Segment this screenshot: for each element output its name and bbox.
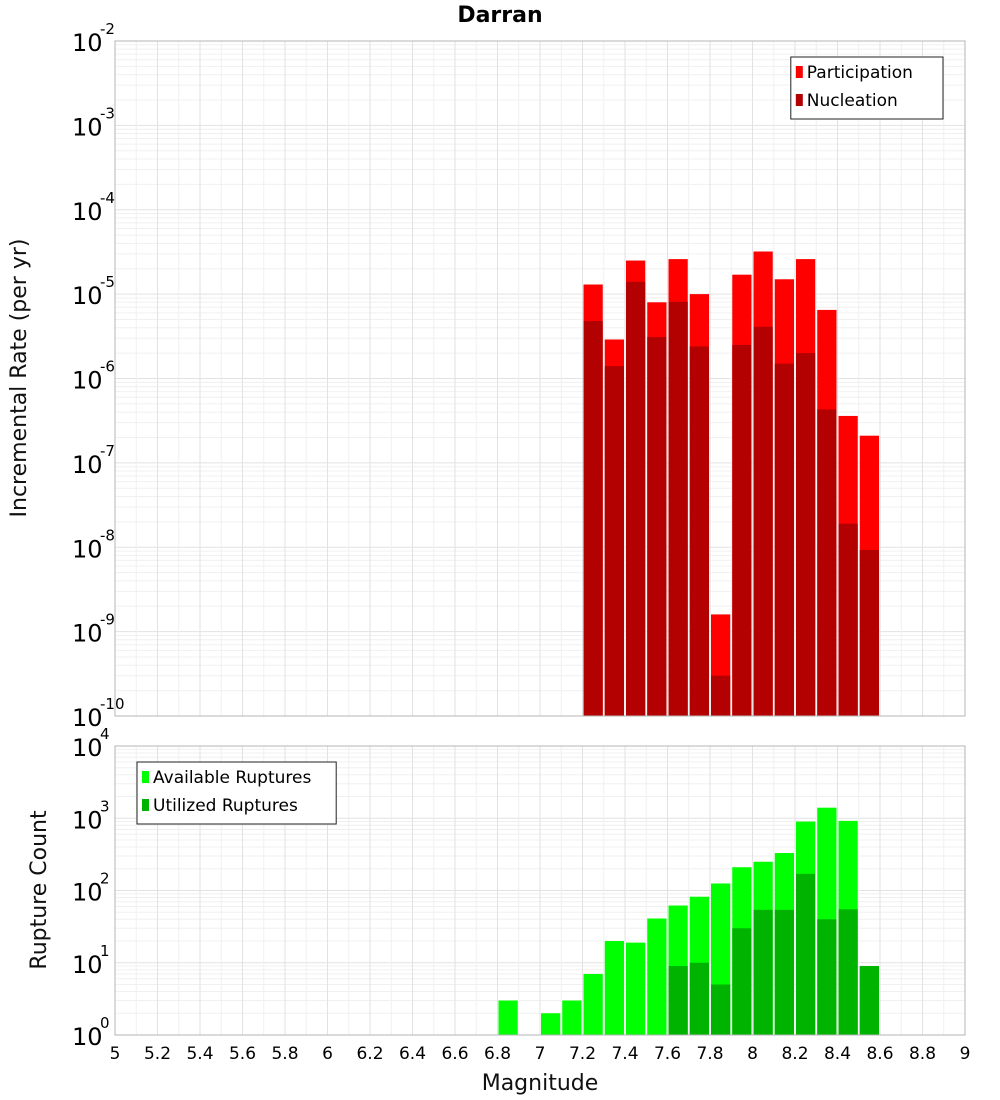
bottom-bar-utilized-ruptures — [732, 928, 752, 1035]
bottom-y-axis-label: Rupture Count — [27, 810, 52, 970]
top-plot-area: 10-210-310-410-510-610-710-810-910-10Par… — [72, 20, 966, 732]
bottom-bar-available-ruptures — [498, 1000, 518, 1035]
bottom-y-tick-label: 10 — [72, 951, 103, 979]
top-bar-nucleation — [647, 337, 667, 716]
bottom-legend-swatch — [142, 771, 149, 783]
bottom-frame — [114, 745, 966, 1036]
x-tick-label: 6.8 — [484, 1044, 511, 1064]
bottom-bar-available-ruptures — [647, 918, 667, 1035]
bottom-bar-utilized-ruptures — [796, 873, 816, 1035]
bottom-y-tick-label: 10 — [72, 734, 103, 762]
top-bar-nucleation — [838, 523, 858, 716]
x-tick-label: 7.6 — [654, 1044, 681, 1064]
bottom-bar-available-ruptures — [541, 1013, 561, 1035]
x-tick-label: 7.4 — [611, 1044, 638, 1064]
top-y-tick-label: 10 — [72, 198, 103, 226]
top-bar-nucleation — [774, 363, 794, 716]
bottom-y-tick-exponent: 3 — [100, 797, 110, 815]
bottom-bar-available-ruptures — [583, 973, 603, 1035]
top-bar-nucleation — [732, 344, 752, 716]
top-legend-swatch — [795, 66, 803, 78]
bottom-y-tick-label: 10 — [72, 1023, 103, 1051]
top-bar-nucleation — [626, 281, 646, 716]
top-frame — [114, 40, 966, 717]
bottom-y-tick-label: 10 — [72, 879, 103, 907]
bottom-bar-utilized-ruptures — [689, 962, 709, 1035]
top-y-tick-label: 10 — [72, 282, 103, 310]
top-bar-nucleation — [859, 549, 879, 716]
x-tick-label: 6 — [322, 1044, 333, 1064]
x-tick-label: 9 — [960, 1044, 971, 1064]
bottom-bar-utilized-ruptures — [859, 966, 879, 1035]
top-y-tick-label: 10 — [72, 367, 103, 395]
top-y-tick-label: 10 — [72, 29, 103, 57]
top-y-tick-label: 10 — [72, 535, 103, 563]
x-tick-label: 5.4 — [186, 1044, 213, 1064]
top-y-tick-label: 10 — [72, 451, 103, 479]
bottom-bar-utilized-ruptures — [774, 909, 794, 1035]
top-bar-nucleation — [689, 346, 709, 716]
top-y-tick-label: 10 — [72, 113, 103, 141]
top-bar-nucleation — [604, 366, 624, 716]
x-tick-label: 6.2 — [356, 1044, 383, 1064]
top-bar-nucleation — [796, 353, 816, 716]
bottom-y-tick-exponent: 0 — [100, 1014, 110, 1032]
x-tick-label: 8.6 — [866, 1044, 893, 1064]
x-tick-label: 8 — [747, 1044, 758, 1064]
x-tick-label: 5.2 — [144, 1044, 171, 1064]
bottom-bar-available-ruptures — [604, 941, 624, 1035]
top-y-tick-exponent: -3 — [100, 104, 115, 122]
x-tick-label: 7.8 — [696, 1044, 723, 1064]
top-bar-nucleation — [668, 301, 688, 716]
bottom-legend — [136, 761, 337, 825]
bottom-y-tick-exponent: 2 — [100, 870, 110, 888]
x-tick-label: 5 — [110, 1044, 121, 1064]
bottom-bar-utilized-ruptures — [817, 919, 837, 1035]
x-tick-label: 5.6 — [229, 1044, 256, 1064]
bottom-bar-utilized-ruptures — [838, 909, 858, 1035]
x-tick-label: 8.4 — [824, 1044, 851, 1064]
bottom-bar-available-ruptures — [562, 1000, 582, 1035]
top-bar-nucleation — [711, 675, 731, 716]
x-tick-label: 8.8 — [909, 1044, 936, 1064]
top-y-tick-exponent: -8 — [100, 526, 115, 544]
x-axis-label: Magnitude — [482, 1071, 599, 1096]
top-y-tick-label: 10 — [72, 620, 103, 648]
x-tick-label: 8.2 — [781, 1044, 808, 1064]
bottom-y-tick-label: 10 — [72, 806, 103, 834]
top-y-tick-exponent: -7 — [100, 442, 115, 460]
bottom-bar-utilized-ruptures — [711, 984, 731, 1035]
top-y-tick-exponent: -5 — [100, 273, 115, 291]
bottom-legend-label: Utilized Ruptures — [153, 796, 298, 816]
top-bar-nucleation — [817, 409, 837, 716]
bottom-legend-label: Available Ruptures — [153, 768, 311, 788]
bottom-bar-available-ruptures — [626, 942, 646, 1035]
bottom-bar-utilized-ruptures — [753, 909, 773, 1035]
x-tick-label: 7 — [535, 1044, 546, 1064]
x-tick-label: 6.6 — [441, 1044, 468, 1064]
chart-title: Darran — [457, 3, 542, 28]
top-legend-label: Nucleation — [807, 91, 898, 111]
top-y-tick-exponent: -10 — [100, 695, 125, 713]
bottom-bar-utilized-ruptures — [668, 966, 688, 1035]
top-y-tick-exponent: -2 — [100, 20, 115, 38]
top-bar-nucleation — [753, 326, 773, 716]
bottom-y-tick-exponent: 4 — [100, 725, 110, 743]
top-y-axis-label: Incremental Rate (per yr) — [7, 239, 32, 518]
bottom-y-tick-exponent: 1 — [100, 942, 110, 960]
top-legend-swatch — [795, 94, 803, 106]
top-y-tick-exponent: -4 — [100, 189, 115, 207]
x-tick-label: 5.8 — [271, 1044, 298, 1064]
top-legend — [790, 56, 944, 120]
bottom-legend-swatch — [142, 799, 149, 811]
top-y-tick-exponent: -9 — [100, 611, 115, 629]
top-y-tick-label: 10 — [72, 704, 103, 732]
top-y-tick-exponent: -6 — [100, 358, 115, 376]
top-legend-label: Participation — [807, 63, 913, 83]
top-bar-nucleation — [583, 321, 603, 716]
x-tick-label: 6.4 — [399, 1044, 426, 1064]
x-tick-label: 7.2 — [569, 1044, 596, 1064]
